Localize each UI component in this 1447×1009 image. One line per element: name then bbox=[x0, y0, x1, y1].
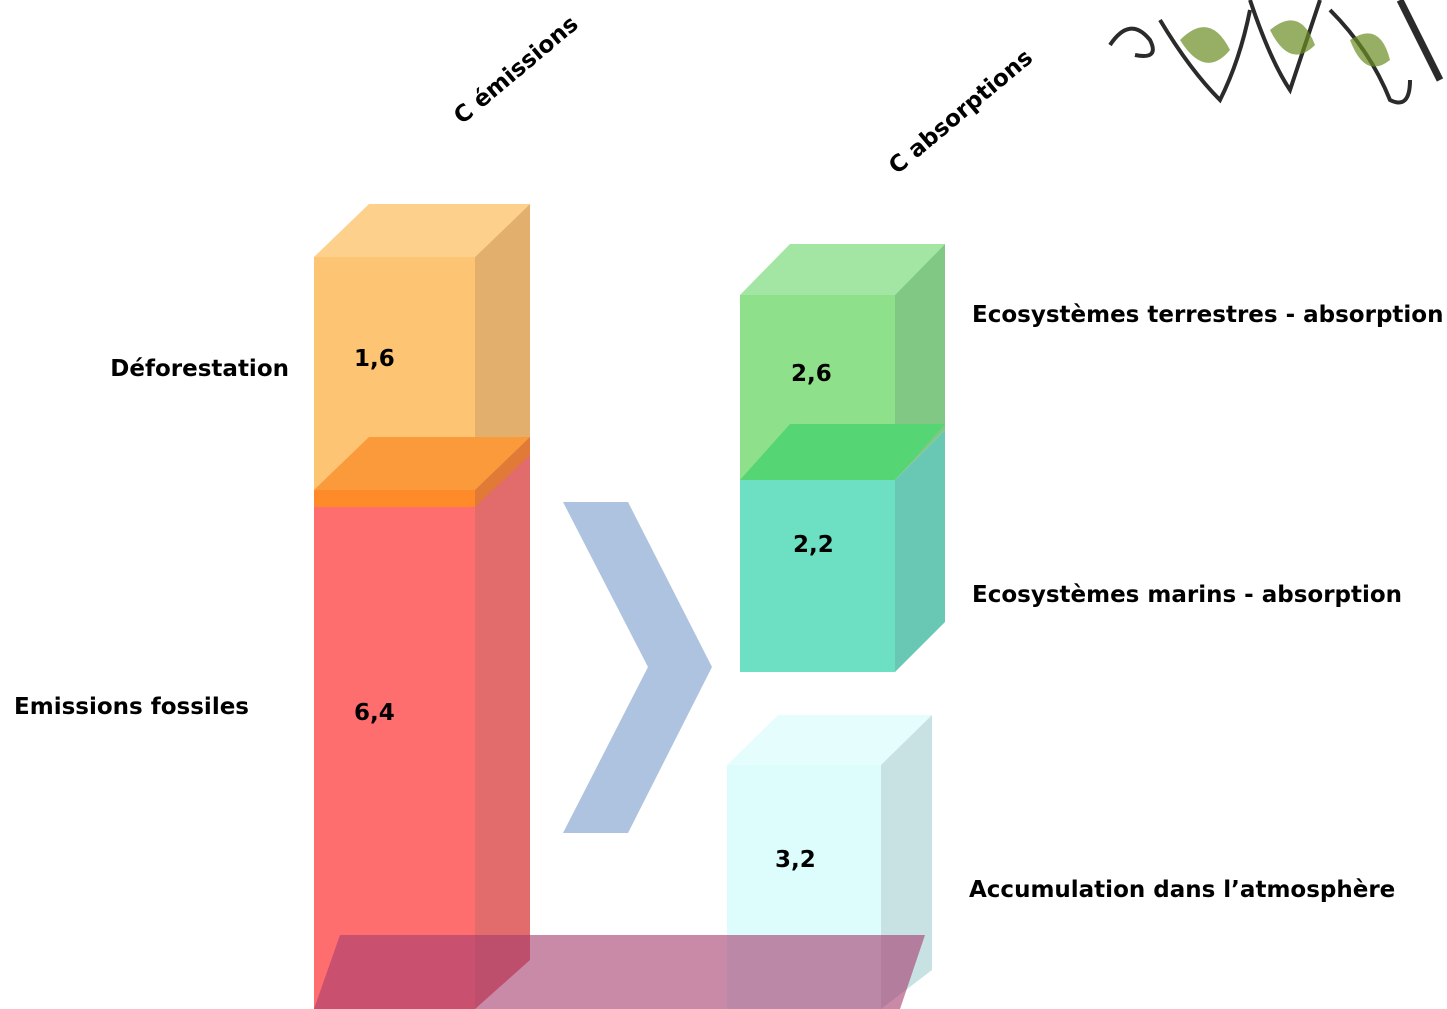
value-label: 3,2 bbox=[775, 847, 816, 873]
value-label: 1,6 bbox=[354, 346, 395, 372]
label: Déforestation bbox=[110, 356, 289, 382]
value-label: 2,6 bbox=[791, 361, 832, 387]
label: Ecosystèmes terrestres - absorption bbox=[972, 302, 1443, 328]
base-band bbox=[314, 935, 925, 1009]
value-label: 2,2 bbox=[793, 532, 834, 558]
emissions-column bbox=[314, 204, 530, 1009]
label: Ecosystèmes marins - absorption bbox=[972, 582, 1402, 608]
value-label: 6,4 bbox=[354, 700, 395, 726]
decoration bbox=[1108, 0, 1444, 105]
label: Emissions fossiles bbox=[14, 694, 249, 720]
decoration-leaves bbox=[1180, 20, 1390, 67]
absorptions-column bbox=[727, 244, 945, 1009]
header: C absorptions bbox=[884, 45, 1038, 180]
header: C émissions bbox=[449, 11, 583, 130]
arrow bbox=[563, 502, 712, 833]
label: Accumulation dans l’atmosphère bbox=[969, 877, 1395, 903]
